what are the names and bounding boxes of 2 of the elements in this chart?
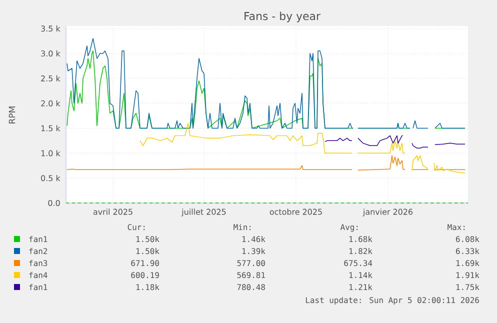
y-axis-title: RPM [8,106,16,124]
chart-title: Fans - by year [244,12,320,22]
